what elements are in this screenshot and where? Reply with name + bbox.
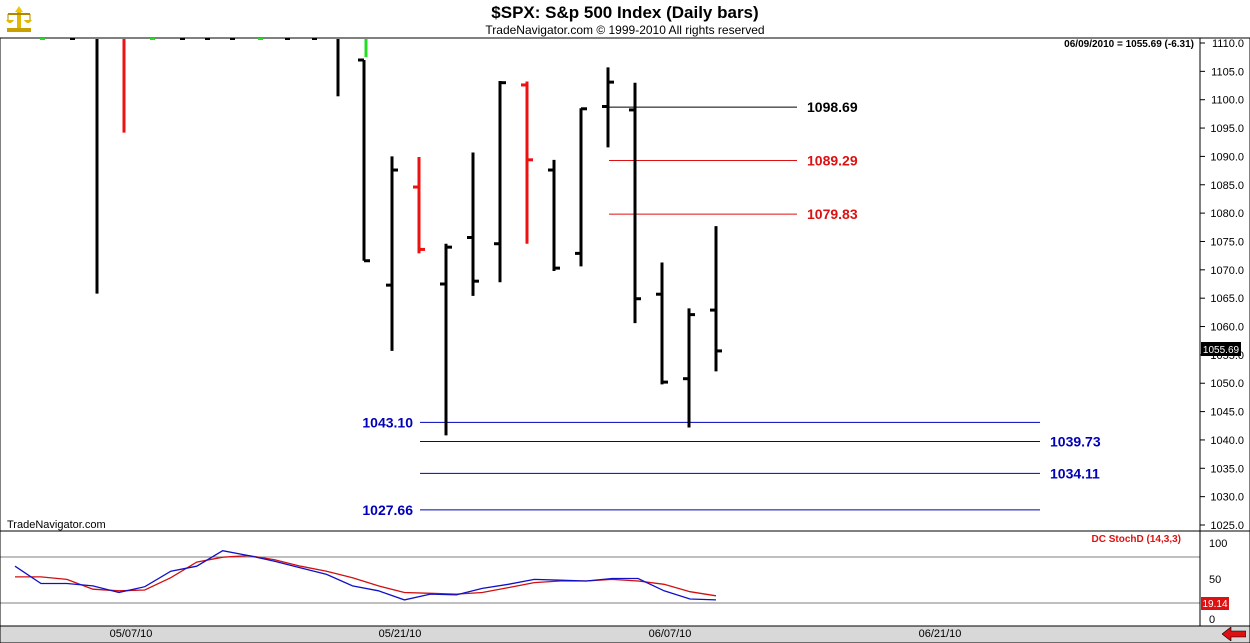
level-label-1089.29: 1089.29 — [807, 152, 858, 168]
stoch-axis-tick-100: 100 — [1209, 538, 1227, 550]
y-tick-label-6: 1080.0 — [1210, 208, 1244, 220]
watermark: TradeNavigator.com — [7, 519, 106, 531]
left-arrow-icon[interactable] — [1222, 627, 1246, 641]
ohlc-bar-16[interactable] — [683, 308, 695, 428]
stochastic-k-line — [14, 550, 717, 601]
y-tick-label-2: 1100.0 — [1211, 95, 1244, 107]
level-label-1027.66: 1027.66 — [362, 502, 413, 518]
y-tick-label-10: 1060.0 — [1210, 322, 1244, 334]
x-axis-label-2: 06/07/10 — [649, 628, 692, 640]
chart-title: $SPX: S&p 500 Index (Daily bars) — [491, 3, 759, 22]
last-price-tag-bg — [1201, 342, 1241, 356]
ohlc-bar-10[interactable] — [521, 81, 533, 244]
ohlc-bar-6[interactable] — [413, 156, 425, 254]
level-label-1079.83: 1079.83 — [807, 206, 858, 222]
ohlc-bar-11[interactable] — [548, 159, 560, 271]
ohlc-bar-9[interactable] — [494, 80, 506, 283]
y-tick-label-0: 1110.0 — [1212, 38, 1244, 50]
ohlc-bar-8[interactable] — [467, 152, 479, 296]
level-label-1034.11: 1034.11 — [1050, 465, 1100, 481]
y-tick-label-4: 1090.0 — [1210, 151, 1244, 163]
ohlc-bar-12[interactable] — [575, 107, 587, 267]
x-axis-label-3: 06/21/10 — [919, 628, 962, 640]
stochastic-value-tag-bg — [1201, 597, 1229, 610]
ohlc-bar-14[interactable] — [629, 82, 641, 324]
stoch-axis-tick-50: 50 — [1209, 574, 1221, 586]
y-tick-label-1: 1105.0 — [1211, 66, 1244, 78]
y-tick-label-7: 1075.0 — [1210, 236, 1244, 248]
level-label-1039.73: 1039.73 — [1050, 433, 1101, 449]
y-tick-label-14: 1040.0 — [1210, 435, 1244, 447]
stochastic-panel[interactable] — [0, 530, 1201, 627]
y-tick-label-13: 1045.0 — [1210, 407, 1244, 419]
ohlc-bar-15[interactable] — [656, 262, 668, 385]
ohlc-bar-5[interactable] — [386, 156, 398, 351]
trophy-scales-icon — [6, 6, 32, 32]
stochastic-value-tag: 19.14 — [1202, 599, 1227, 610]
stochastic-title: DC StochD (14,3,3) — [1092, 534, 1181, 545]
y-tick-label-16: 1030.0 — [1210, 492, 1244, 504]
ohlc-bar-13[interactable] — [602, 67, 614, 148]
price-panel[interactable] — [0, 37, 1201, 532]
y-tick-label-15: 1035.0 — [1210, 463, 1244, 475]
y-tick-label-5: 1085.0 — [1210, 180, 1244, 192]
x-axis-labels: 05/07/10 05/21/10 06/07/10 06/21/10 — [110, 628, 962, 640]
level-label-1098.69: 1098.69 — [807, 99, 858, 115]
y-tick-label-9: 1065.0 — [1210, 293, 1244, 305]
y-tick-label-8: 1070.0 — [1210, 265, 1244, 277]
date-axis — [0, 625, 1250, 643]
y-tick-label-12: 1050.0 — [1210, 378, 1244, 390]
level-label-1043.10: 1043.10 — [362, 414, 413, 430]
copyright-subtitle: TradeNavigator.com © 1999-2010 All right… — [485, 23, 765, 37]
stochastic-layer — [0, 550, 1200, 604]
last-price-tag: 1055.69 — [1203, 345, 1240, 356]
ohlc-bar-4[interactable] — [358, 58, 370, 263]
stochastic-axis — [1199, 530, 1250, 627]
y-tick-label-3: 1095.0 — [1210, 123, 1244, 135]
chart-header: $SPX: S&p 500 Index (Daily bars) TradeNa… — [0, 0, 1250, 38]
ohlc-bar-17[interactable] — [710, 226, 722, 372]
bars-layer — [40, 38, 722, 436]
ohlc-bar-7[interactable] — [440, 243, 452, 436]
price-axis — [1199, 37, 1250, 532]
x-axis-label-1: 05/21/10 — [379, 628, 422, 640]
last-quote-label: 06/09/2010 = 1055.69 (-6.31) — [1064, 39, 1194, 50]
x-axis-label-0: 05/07/10 — [110, 628, 153, 640]
stoch-axis-tick-0: 0 — [1209, 614, 1215, 626]
levels-layer: 1098.69 1089.29 1079.83 1043.10 1039.73 1034.… — [362, 99, 1100, 518]
y-tick-label-17: 1025.0 — [1210, 520, 1244, 532]
